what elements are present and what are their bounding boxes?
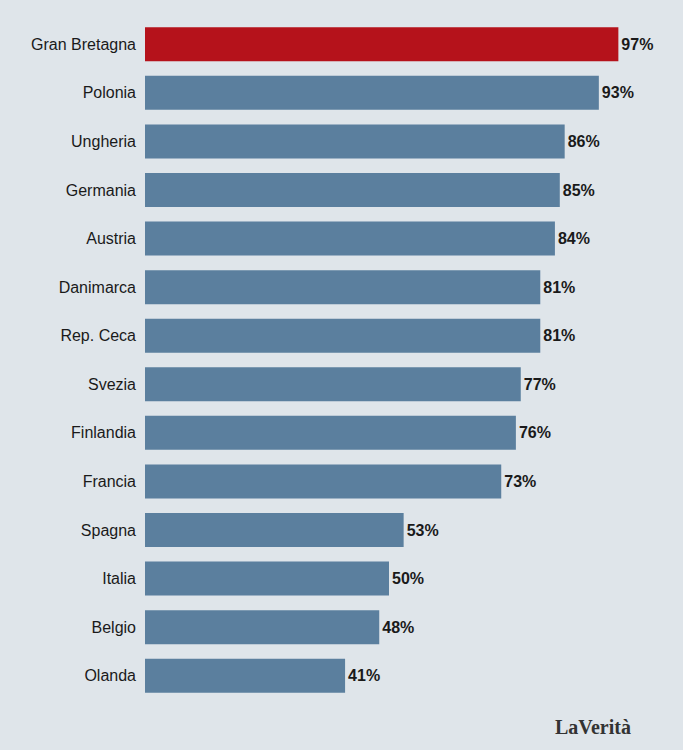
svg-text:81%: 81%: [543, 327, 575, 344]
svg-text:Rep. Ceca: Rep. Ceca: [60, 327, 136, 344]
svg-text:48%: 48%: [382, 619, 414, 636]
svg-text:Gran Bretagna: Gran Bretagna: [31, 36, 136, 53]
svg-text:73%: 73%: [504, 473, 536, 490]
svg-text:77%: 77%: [524, 376, 556, 393]
svg-text:93%: 93%: [602, 84, 634, 101]
svg-text:Danimarca: Danimarca: [59, 279, 136, 296]
svg-text:Italia: Italia: [102, 570, 136, 587]
svg-text:Ungheria: Ungheria: [71, 133, 136, 150]
svg-text:53%: 53%: [407, 522, 439, 539]
svg-text:50%: 50%: [392, 570, 424, 587]
svg-text:Francia: Francia: [83, 473, 136, 490]
svg-text:86%: 86%: [568, 133, 600, 150]
svg-text:81%: 81%: [543, 279, 575, 296]
svg-text:76%: 76%: [519, 424, 551, 441]
svg-text:Olanda: Olanda: [84, 667, 136, 684]
svg-text:Belgio: Belgio: [92, 619, 137, 636]
svg-text:Germania: Germania: [66, 182, 136, 199]
svg-text:LaVerità: LaVerità: [555, 716, 631, 738]
svg-text:41%: 41%: [348, 667, 380, 684]
svg-text:Polonia: Polonia: [83, 84, 136, 101]
svg-text:Austria: Austria: [86, 230, 136, 247]
svg-text:Finlandia: Finlandia: [71, 424, 136, 441]
svg-text:84%: 84%: [558, 230, 590, 247]
svg-text:Spagna: Spagna: [81, 522, 136, 539]
svg-text:85%: 85%: [563, 182, 595, 199]
svg-text:Svezia: Svezia: [88, 376, 136, 393]
svg-text:97%: 97%: [621, 36, 653, 53]
